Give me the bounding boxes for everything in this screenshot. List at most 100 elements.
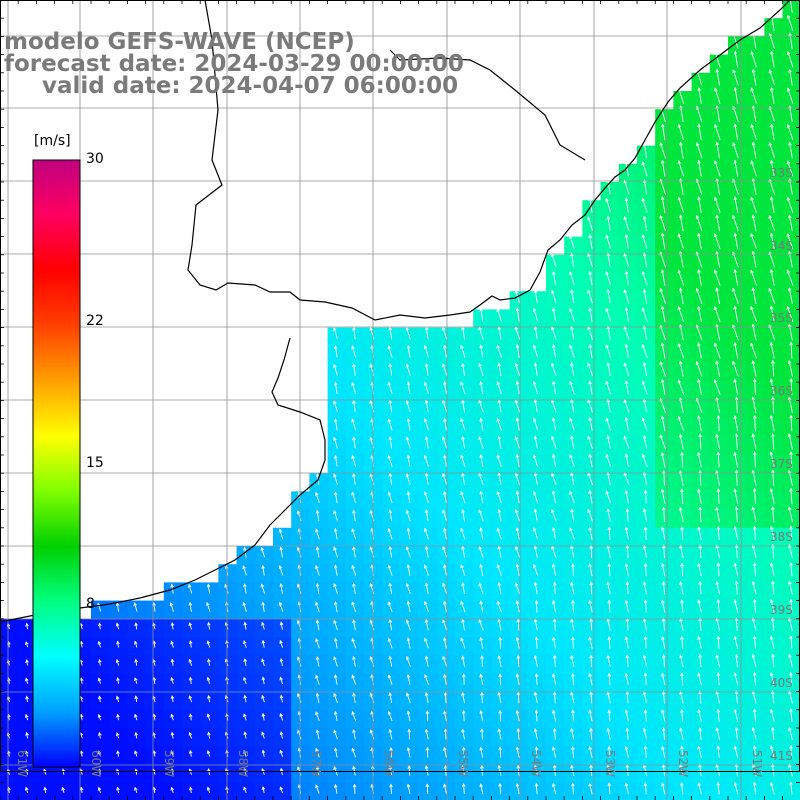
wind-arrow (243, 658, 248, 666)
wind-arrow (607, 526, 612, 540)
wind-arrow (752, 708, 757, 722)
map-title-model: modelo GEFS-WAVE (NCEP) (4, 29, 355, 55)
wind-arrow (715, 654, 721, 668)
wind-arrow (697, 708, 702, 722)
wind-arrow (605, 307, 612, 322)
wind-arrow (769, 268, 775, 286)
wind-arrow (551, 782, 557, 795)
colorbar-tick-label: 30 (86, 151, 104, 167)
wind-arrow (733, 159, 739, 177)
wind-arrow (551, 545, 557, 558)
wind-arrow (624, 160, 629, 177)
wind-arrow (697, 86, 702, 104)
wind-arrow (625, 654, 630, 668)
wind-arrow (550, 289, 557, 304)
wind-arrow (788, 617, 793, 632)
wind-arrow (352, 363, 356, 376)
wind-arrow (315, 601, 320, 613)
colorbar (32, 159, 81, 768)
wind-arrow (460, 600, 466, 613)
wind-arrow (351, 491, 357, 504)
wind-arrow (352, 692, 356, 703)
wind-arrow (479, 454, 484, 467)
wind-arrow (571, 599, 575, 613)
wind-arrow (642, 434, 648, 449)
wind-arrow (752, 378, 757, 396)
wind-arrow (588, 417, 593, 431)
longitude-label: 58W (236, 750, 250, 777)
wind-arrow (352, 655, 356, 667)
wind-arrow (588, 746, 593, 758)
wind-arrow (714, 50, 721, 68)
wind-arrow (698, 653, 702, 668)
map-title-forecast-date: forecast date: 2024-03-29 00:00:00 (4, 51, 464, 77)
wind-arrow (206, 601, 211, 612)
wind-arrow (24, 641, 29, 648)
wind-arrow (698, 690, 702, 704)
wind-arrow (351, 528, 357, 540)
wind-arrow (97, 640, 102, 648)
wind-arrow (716, 745, 721, 759)
wind-arrow (695, 360, 703, 377)
wind-arrow (642, 142, 648, 159)
wind-arrow (733, 341, 739, 359)
wind-arrow (333, 345, 338, 358)
wind-arrow (243, 583, 247, 594)
wind-arrow (405, 655, 411, 667)
wind-arrow (570, 654, 575, 667)
wind-arrow (716, 525, 721, 540)
wind-arrow (789, 341, 793, 359)
wind-arrow (352, 472, 356, 485)
wind-arrow (188, 622, 193, 630)
wind-arrow (497, 764, 502, 776)
wind-arrow (552, 654, 557, 667)
wind-arrow (733, 672, 739, 686)
wind-arrow (643, 599, 648, 613)
wind-arrow (660, 196, 666, 214)
wind-arrow (733, 50, 739, 68)
wind-arrow (716, 635, 721, 650)
latitude-label: 38S (770, 530, 793, 544)
wind-arrow (116, 786, 120, 794)
wind-arrow (479, 636, 484, 649)
wind-arrow (698, 727, 702, 740)
wind-arrow (243, 640, 247, 648)
wind-arrow (441, 326, 448, 340)
wind-arrow (424, 618, 429, 631)
wind-arrow (534, 746, 539, 758)
wind-arrow (479, 673, 484, 685)
wind-arrow (551, 343, 557, 358)
wind-arrow (551, 307, 557, 322)
coastline (0, 0, 791, 623)
wind-arrow (606, 288, 611, 304)
wind-arrow (733, 123, 739, 141)
wind-arrow (170, 750, 175, 757)
wind-arrow (460, 564, 466, 576)
wind-arrow (97, 677, 102, 684)
wind-arrow (768, 69, 776, 86)
wind-arrow (623, 252, 630, 268)
wind-arrow (751, 580, 757, 595)
wind-arrow (624, 599, 629, 613)
wind-arrow (643, 526, 648, 540)
wind-arrow (642, 288, 648, 304)
wind-arrow (296, 583, 302, 594)
wind-arrow (751, 544, 757, 559)
wind-arrow (351, 711, 357, 722)
wind-arrow (97, 658, 102, 666)
wind-arrow (751, 726, 757, 740)
wind-arrow (660, 636, 666, 649)
wind-arrow (170, 658, 175, 666)
wind-arrow (387, 710, 393, 722)
wind-arrow (352, 728, 356, 740)
wind-arrow (497, 435, 502, 449)
wind-arrow (461, 691, 466, 704)
wind-arrow (588, 672, 593, 686)
wind-arrow (261, 658, 265, 666)
wind-arrow (678, 214, 684, 232)
wind-arrow (697, 378, 702, 395)
wind-arrow (188, 713, 193, 721)
wind-arrow (351, 418, 357, 431)
wind-arrow (479, 746, 484, 758)
wind-arrow (424, 601, 429, 613)
